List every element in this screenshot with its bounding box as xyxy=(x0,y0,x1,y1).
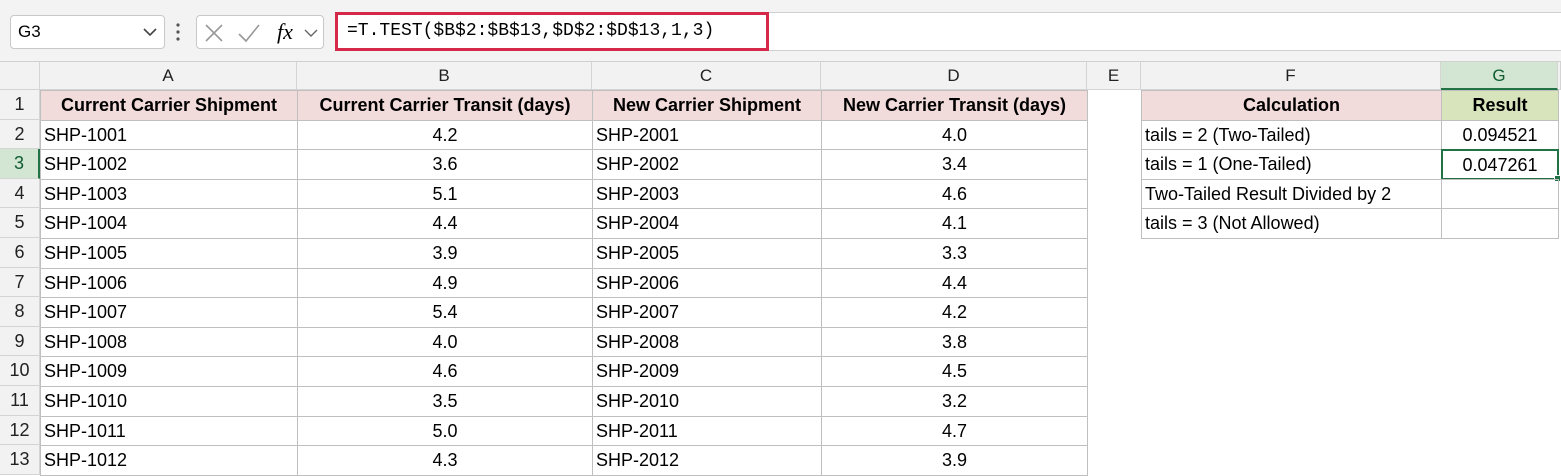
column-header[interactable]: D xyxy=(821,62,1087,90)
table-header[interactable]: Current Carrier Shipment xyxy=(40,90,298,121)
table-cell[interactable]: 4.4 xyxy=(297,208,593,239)
table-cell[interactable]: 4.2 xyxy=(821,297,1088,328)
table-cell[interactable]: SHP-2008 xyxy=(592,326,822,358)
table-cell[interactable]: SHP-2004 xyxy=(592,208,822,239)
formula-bar-area: G3 fx =T.TEST($B$2:$B$13,$D$2:$D$13,1,3) xyxy=(0,0,1561,62)
enter-button[interactable] xyxy=(237,22,261,44)
row-header[interactable]: 9 xyxy=(0,326,40,357)
row-header[interactable]: 13 xyxy=(0,445,40,475)
table-cell[interactable]: SHP-1011 xyxy=(40,415,298,447)
column-header[interactable]: A xyxy=(40,62,297,90)
table-cell[interactable]: SHP-1007 xyxy=(40,297,298,328)
row-header[interactable]: 5 xyxy=(0,208,40,238)
formula-buttons: fx xyxy=(196,15,324,49)
table-cell[interactable]: SHP-2007 xyxy=(592,297,822,328)
table-cell[interactable]: SHP-1002 xyxy=(40,149,298,180)
separator-dots xyxy=(176,23,180,41)
table-cell[interactable]: 3.3 xyxy=(821,238,1088,269)
column-header[interactable]: B xyxy=(297,62,592,90)
row-header[interactable]: 12 xyxy=(0,415,40,446)
table-cell[interactable]: 4.4 xyxy=(821,267,1088,299)
table-cell[interactable]: SHP-1001 xyxy=(40,119,298,151)
table-cell[interactable]: SHP-2012 xyxy=(592,445,822,476)
fx-dropdown[interactable] xyxy=(303,26,319,40)
table-cell[interactable]: SHP-2005 xyxy=(592,238,822,269)
table-cell[interactable]: SHP-1012 xyxy=(40,445,298,476)
table-header[interactable]: Current Carrier Transit (days) xyxy=(297,90,593,121)
formula-input[interactable]: =T.TEST($B$2:$B$13,$D$2:$D$13,1,3) xyxy=(335,12,769,51)
row-header[interactable]: 1 xyxy=(0,90,40,120)
row-header[interactable]: 11 xyxy=(0,386,40,416)
table-cell[interactable]: 3.6 xyxy=(297,149,593,180)
name-box-dropdown[interactable] xyxy=(140,24,160,40)
table-cell[interactable]: 3.9 xyxy=(821,445,1088,476)
table-header[interactable]: New Carrier Shipment xyxy=(592,90,822,121)
table-cell[interactable]: SHP-1008 xyxy=(40,326,298,358)
table-cell[interactable]: SHP-1006 xyxy=(40,267,298,299)
table-cell[interactable]: 3.5 xyxy=(297,386,593,417)
calc-label[interactable]: tails = 1 (One-Tailed) xyxy=(1141,149,1442,180)
table-cell[interactable]: SHP-2002 xyxy=(592,149,822,180)
table-cell[interactable]: 4.1 xyxy=(821,208,1088,239)
calc-label[interactable]: Two-Tailed Result Divided by 2 xyxy=(1141,178,1442,210)
column-header[interactable]: G xyxy=(1441,62,1558,90)
table-cell[interactable]: SHP-2006 xyxy=(592,267,822,299)
table-cell[interactable]: 4.0 xyxy=(821,119,1088,151)
table-cell[interactable]: 4.9 xyxy=(297,267,593,299)
column-header[interactable]: F xyxy=(1141,62,1441,90)
calc-result[interactable]: 0.094521 xyxy=(1441,119,1559,151)
column-header[interactable]: C xyxy=(592,62,821,90)
row-header[interactable]: 4 xyxy=(0,178,40,209)
table-cell[interactable]: SHP-2003 xyxy=(592,178,822,210)
insert-function-button[interactable]: fx xyxy=(277,19,293,44)
table-cell[interactable]: 5.4 xyxy=(297,297,593,328)
table-cell[interactable]: SHP-1005 xyxy=(40,238,298,269)
calc-result[interactable]: 0.047261 xyxy=(1441,149,1559,180)
calc-label[interactable]: tails = 3 (Not Allowed) xyxy=(1141,208,1442,239)
row-header[interactable]: 7 xyxy=(0,267,40,298)
table-cell[interactable]: 5.1 xyxy=(297,178,593,210)
table-cell[interactable]: 4.6 xyxy=(821,178,1088,210)
table-cell[interactable]: SHP-2011 xyxy=(592,415,822,447)
calc-result-empty[interactable] xyxy=(1441,208,1559,239)
table-cell[interactable]: 4.0 xyxy=(297,326,593,358)
table-cell[interactable]: SHP-2010 xyxy=(592,386,822,417)
table-cell[interactable]: SHP-1010 xyxy=(40,386,298,417)
row-header[interactable]: 3 xyxy=(0,149,40,179)
table-cell[interactable]: 3.8 xyxy=(821,326,1088,358)
column-header[interactable]: E xyxy=(1087,62,1141,90)
row-header[interactable]: 10 xyxy=(0,356,40,386)
table-cell[interactable]: 3.4 xyxy=(821,149,1088,180)
table-cell[interactable]: 4.5 xyxy=(821,356,1088,387)
table-cell[interactable]: 5.0 xyxy=(297,415,593,447)
cancel-button[interactable] xyxy=(203,22,225,44)
calc-label[interactable]: tails = 2 (Two-Tailed) xyxy=(1141,119,1442,151)
table-cell[interactable]: 4.6 xyxy=(297,356,593,387)
table-header[interactable]: New Carrier Transit (days) xyxy=(821,90,1088,121)
row-header[interactable]: 6 xyxy=(0,238,40,268)
formula-input-extension xyxy=(769,12,1561,51)
table-cell[interactable]: SHP-1009 xyxy=(40,356,298,387)
table-cell[interactable]: 3.2 xyxy=(821,386,1088,417)
table-cell[interactable]: 4.3 xyxy=(297,445,593,476)
table-cell[interactable]: SHP-1004 xyxy=(40,208,298,239)
result-header[interactable]: Result xyxy=(1441,90,1559,121)
name-box[interactable]: G3 xyxy=(10,15,165,49)
calc-result-empty[interactable] xyxy=(1441,178,1559,210)
table-cell[interactable]: SHP-2009 xyxy=(592,356,822,387)
table-cell[interactable]: SHP-2001 xyxy=(592,119,822,151)
table-cell[interactable]: SHP-1003 xyxy=(40,178,298,210)
table-cell[interactable]: 3.9 xyxy=(297,238,593,269)
select-all[interactable] xyxy=(0,62,40,90)
row-header[interactable]: 8 xyxy=(0,297,40,327)
calc-header[interactable]: Calculation xyxy=(1141,90,1442,121)
table-cell[interactable]: 4.2 xyxy=(297,119,593,151)
table-cell[interactable]: 4.7 xyxy=(821,415,1088,447)
row-header[interactable]: 2 xyxy=(0,119,40,150)
